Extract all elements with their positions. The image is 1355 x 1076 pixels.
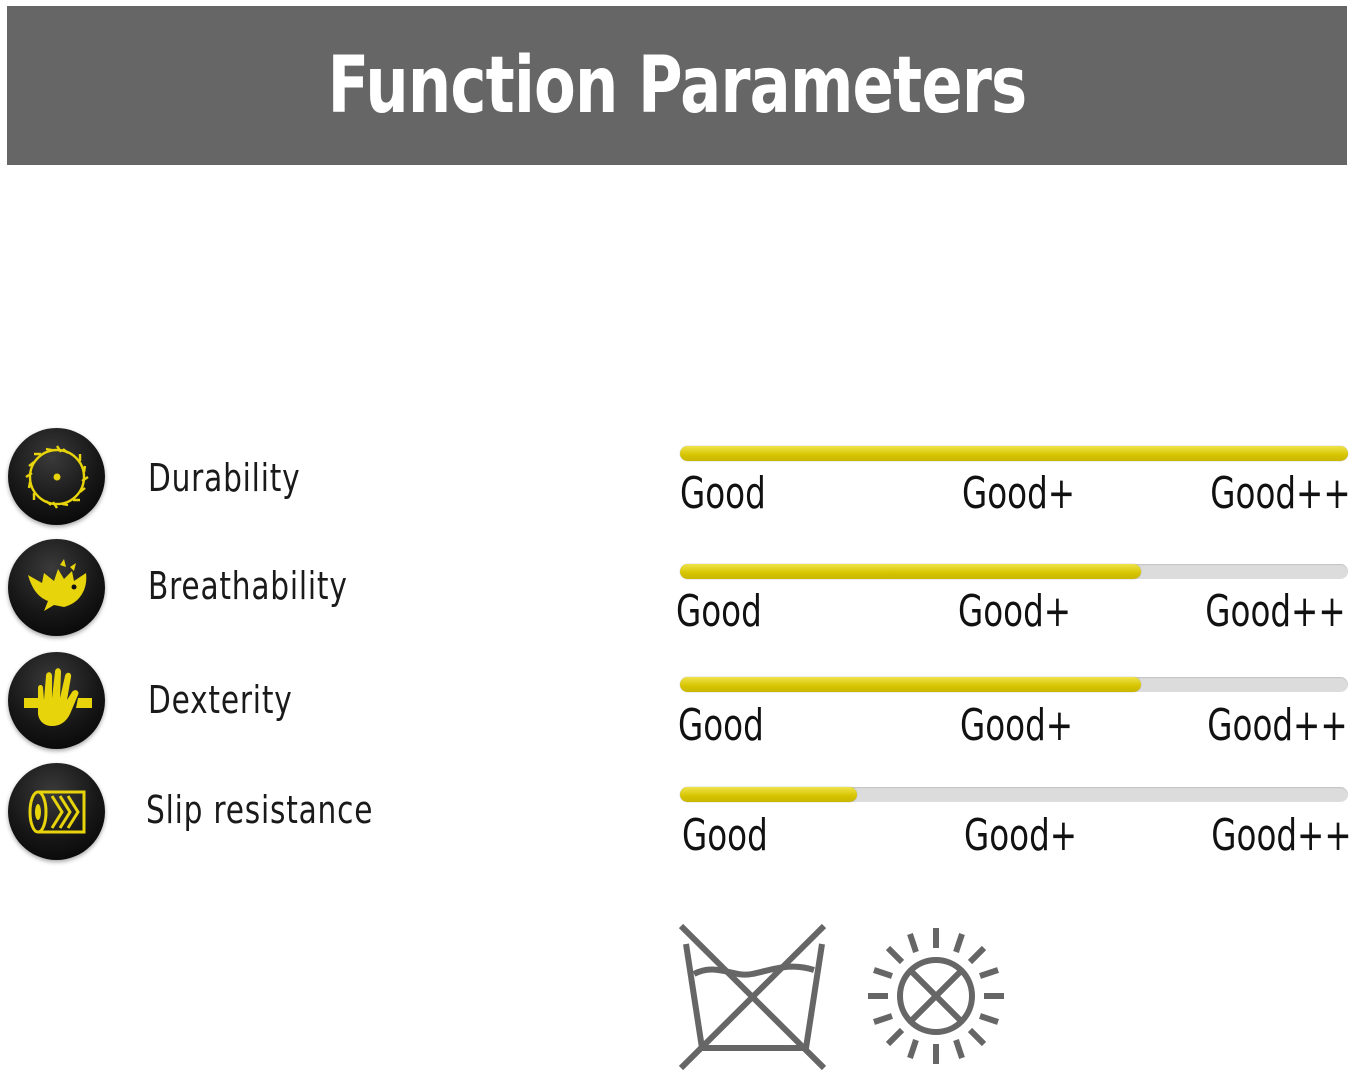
slip-resistance-level-bar: [680, 787, 1348, 802]
page-title: Function Parameters: [327, 40, 1028, 131]
dexterity-level-fill: [680, 677, 1141, 692]
scale-label-good-plus: Good+: [964, 810, 1078, 861]
slip-resistance-icon: [8, 763, 105, 860]
dexterity-icon: [8, 652, 105, 749]
scale-label-good-plus: Good+: [958, 586, 1072, 637]
param-label-dexterity: Dexterity: [148, 678, 293, 722]
durability-level-fill: [680, 446, 1348, 461]
scale-label-good-plus-plus: Good++: [1205, 586, 1346, 637]
breathability-level-fill: [680, 564, 1141, 579]
do-not-wash-icon: [678, 923, 827, 1071]
durability-icon: [8, 428, 105, 525]
slip-resistance-level-fill: [680, 787, 858, 802]
scale-label-good-plus: Good+: [960, 700, 1074, 751]
scale-label-good: Good: [678, 700, 764, 751]
durability-level-bar: [680, 446, 1348, 461]
scale-label-good: Good: [680, 468, 766, 519]
param-label-breathability: Breathability: [148, 564, 348, 608]
scale-label-good-plus: Good+: [962, 468, 1076, 519]
breathability-icon: [8, 539, 105, 636]
scale-label-good-plus-plus: Good++: [1207, 700, 1348, 751]
scale-label-good: Good: [682, 810, 768, 861]
scale-label-good-plus-plus: Good++: [1211, 810, 1352, 861]
header-banner: Function Parameters: [7, 6, 1347, 165]
dexterity-level-bar: [680, 677, 1348, 692]
param-label-durability: Durability: [148, 456, 301, 500]
scale-label-good-plus-plus: Good++: [1210, 468, 1351, 519]
breathability-level-bar: [680, 564, 1348, 579]
do-not-dry-in-sun-icon: [868, 928, 1004, 1064]
scale-label-good: Good: [676, 586, 762, 637]
param-label-slip-resistance: Slip resistance: [146, 788, 374, 832]
